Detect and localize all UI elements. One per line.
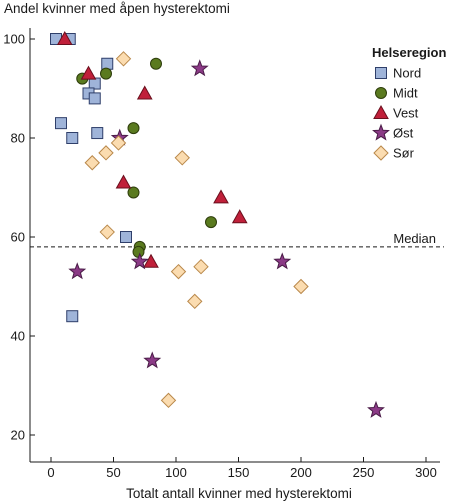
point-sor bbox=[115, 51, 132, 67]
y-tick-label: 100 bbox=[3, 32, 25, 47]
legend-marker-nord bbox=[375, 67, 387, 79]
point-sor bbox=[187, 293, 203, 310]
point-midt bbox=[205, 216, 217, 229]
point-nord bbox=[66, 310, 79, 323]
x-tick-label: 150 bbox=[228, 465, 250, 480]
x-tick-label: 0 bbox=[47, 465, 54, 480]
point-vest bbox=[136, 85, 153, 100]
point-nord bbox=[88, 92, 101, 105]
point-nord bbox=[66, 132, 79, 144]
legend-title: Helseregion bbox=[372, 45, 446, 60]
legend-label-ost: Øst bbox=[393, 126, 414, 141]
point-vest bbox=[115, 174, 132, 189]
point-sor bbox=[174, 150, 190, 166]
point-nord bbox=[88, 77, 101, 90]
point-sor bbox=[110, 135, 127, 151]
y-tick-label: 60 bbox=[11, 230, 25, 245]
point-ost bbox=[190, 59, 209, 77]
point-sor bbox=[99, 224, 115, 240]
point-midt bbox=[100, 67, 112, 80]
point-vest bbox=[231, 209, 248, 224]
data-points bbox=[50, 30, 385, 418]
point-nord bbox=[101, 57, 114, 70]
point-nord bbox=[120, 231, 132, 243]
y-tick-label: 40 bbox=[11, 329, 25, 344]
point-ost bbox=[68, 262, 87, 280]
point-vest bbox=[213, 189, 229, 204]
point-vest bbox=[143, 253, 159, 268]
point-sor bbox=[193, 258, 209, 275]
point-ost bbox=[367, 400, 385, 418]
point-sor bbox=[170, 263, 187, 280]
y-tick-label: 20 bbox=[11, 428, 25, 443]
point-midt bbox=[127, 186, 140, 199]
legend-marker-ost bbox=[372, 123, 390, 141]
x-tick-label: 50 bbox=[106, 465, 120, 480]
legend-marker-vest bbox=[373, 104, 389, 119]
legend-label-sor: Sør bbox=[393, 146, 415, 161]
point-nord bbox=[91, 127, 104, 140]
x-tick-label: 300 bbox=[415, 465, 437, 480]
legend-label-vest: Vest bbox=[393, 106, 419, 121]
point-midt bbox=[150, 57, 162, 70]
point-sor bbox=[84, 155, 100, 171]
legend-label-nord: Nord bbox=[393, 66, 421, 81]
point-ost bbox=[143, 351, 162, 369]
x-tick-label: 100 bbox=[165, 465, 187, 480]
y-axis-title: Andel kvinner med åpen hysterektomi bbox=[4, 1, 230, 16]
legend: Helseregion Nord Midt Vest Øst Sør bbox=[372, 45, 446, 161]
x-tick-label: 200 bbox=[290, 465, 312, 480]
point-midt bbox=[127, 122, 140, 135]
median-label: Median bbox=[393, 231, 436, 246]
median-line-group: Median bbox=[30, 231, 444, 248]
x-axis-title: Totalt antall kvinner med hysterektomi bbox=[126, 486, 352, 501]
point-sor bbox=[98, 145, 114, 161]
point-sor bbox=[160, 392, 177, 409]
x-tick-label: 250 bbox=[353, 465, 375, 480]
legend-label-midt: Midt bbox=[393, 86, 418, 101]
axes: 20 40 60 80 100 0 50 100 150 200 250 300 bbox=[3, 28, 440, 480]
point-vest bbox=[56, 30, 73, 45]
legend-marker-midt bbox=[375, 87, 387, 99]
legend-marker-sor bbox=[373, 145, 389, 161]
point-nord bbox=[55, 117, 67, 130]
point-ost bbox=[130, 252, 149, 270]
point-vest bbox=[80, 65, 97, 80]
point-ost bbox=[273, 252, 292, 270]
y-tick-label: 80 bbox=[11, 131, 25, 146]
point-sor bbox=[293, 278, 309, 295]
